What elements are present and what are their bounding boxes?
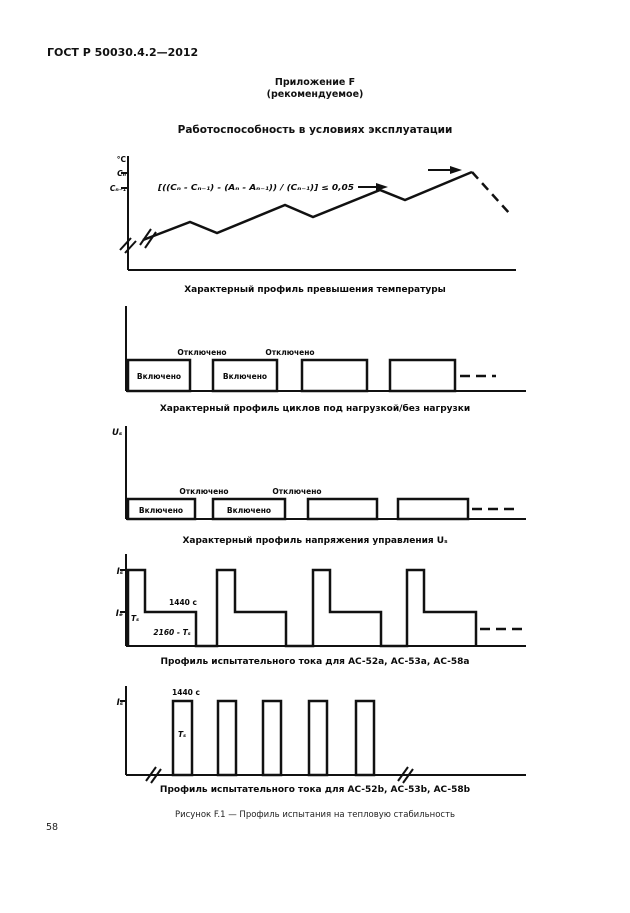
x-axis-break [145, 766, 157, 782]
x-axis-break [402, 768, 414, 784]
on-label: Включено [223, 372, 267, 381]
load-cycle-chart: Включено Включено Отключено Отключено [125, 306, 526, 393]
temperature-chart-caption: Характерный профиль превышения температу… [184, 285, 446, 295]
on-pulse [300, 358, 369, 393]
on-label: Включено [139, 506, 183, 515]
start-time-label: Tₛ [178, 730, 186, 739]
off-time-label: 2160 - Tₛ [153, 628, 190, 637]
peak-arrowhead-icon [450, 166, 462, 174]
on-pulse [126, 358, 192, 393]
start-time-label: Tₛ [131, 614, 139, 623]
on-time-label: 1440 с [172, 688, 200, 697]
current-pulse [216, 699, 238, 777]
curve-break [139, 228, 152, 246]
on-pulse [211, 497, 287, 521]
on-pulse [126, 497, 197, 521]
standard-reference: ГОСТ Р 50030.4.2—2012 [47, 46, 199, 59]
y-label-us: Uₛ [112, 428, 123, 438]
y-label-ie: Iₑ [116, 609, 123, 619]
on-pulse [388, 358, 457, 393]
on-time-label: 1440 с [169, 598, 197, 607]
test-current-a-chart: Iₛ Iₑ Tₛ 1440 с 2160 - Tₛ [116, 554, 526, 648]
figure-caption: Рисунок F.1 — Профиль испытания на тепло… [174, 810, 456, 820]
page-number: 58 [46, 822, 59, 833]
y-axis-break [119, 237, 132, 251]
y-label-cn1: Cₙ₋₁ [110, 184, 126, 193]
y-axis-break [124, 240, 137, 254]
y-label-is: Iₛ [117, 698, 124, 708]
test-current-b-caption: Профиль испытательного тока для AC-52b, … [159, 785, 471, 795]
on-pulse [211, 358, 279, 393]
test-current-b-chart: Iₛ 1440 с Tₛ [117, 686, 526, 784]
off-label: Отключено [177, 348, 226, 357]
formula-arrowhead-icon [376, 183, 388, 191]
y-label-degc: °C [117, 155, 127, 164]
temperature-curve [142, 170, 473, 242]
current-pulse [261, 699, 283, 777]
control-voltage-chart-caption: Характерный профиль напряжения управлени… [182, 536, 448, 546]
control-voltage-chart: Uₛ Включено Включено Отключено Отключено [112, 426, 526, 521]
x-axis-break [150, 768, 162, 784]
current-pulse [171, 699, 194, 777]
y-label-is: Iₛ [117, 567, 124, 577]
temperature-curve-dashed-decay [471, 171, 511, 215]
on-label: Включено [137, 372, 181, 381]
y-label-cn: Cₙ [117, 169, 127, 178]
current-pulse [354, 699, 376, 777]
off-label: Отключено [272, 487, 321, 496]
test-current-a-caption: Профиль испытательного тока для AC-52a, … [160, 657, 470, 667]
off-label: Отключено [265, 348, 314, 357]
on-label: Включено [227, 506, 271, 515]
temperature-rise-chart: °C Cₙ Cₙ₋₁ [((Cₙ - Cₙ₋₁) - (Aₙ - Aₙ₋₁)) … [110, 155, 516, 271]
on-pulse [306, 497, 379, 521]
stability-formula: [((Cₙ - Cₙ₋₁) - (Aₙ - Aₙ₋₁)) / (Cₙ₋₁)] ≤… [157, 183, 354, 192]
appendix-note: (рекомендуемое) [266, 89, 364, 100]
current-pulse [307, 699, 329, 777]
on-pulse [396, 497, 470, 521]
section-title: Работоспособность в условиях эксплуатаци… [177, 124, 453, 136]
current-step-wave [126, 568, 478, 648]
off-label: Отключено [179, 487, 228, 496]
load-cycle-chart-caption: Характерный профиль циклов под нагрузкой… [159, 404, 471, 414]
x-axis-break [397, 766, 409, 782]
appendix-label: Приложение F [274, 77, 356, 88]
